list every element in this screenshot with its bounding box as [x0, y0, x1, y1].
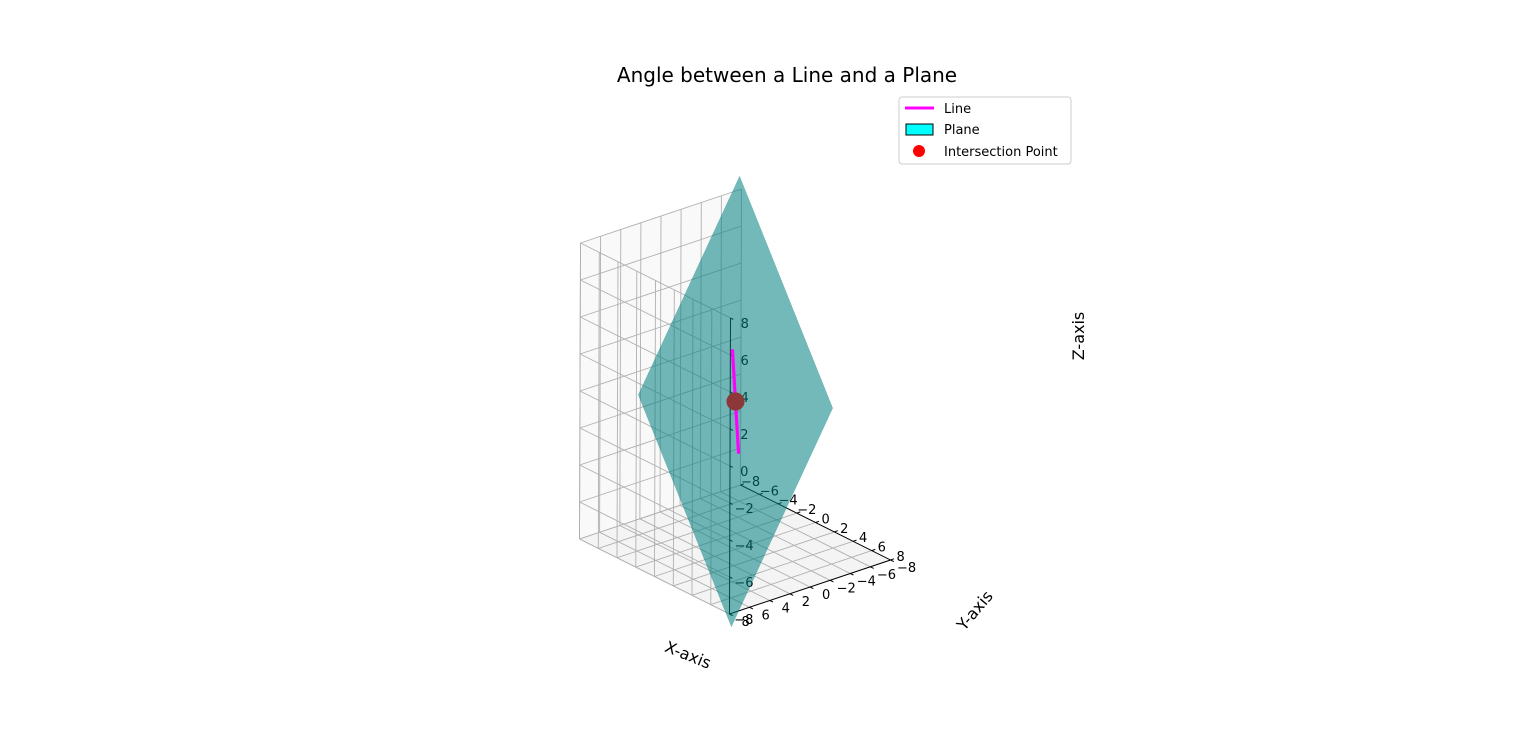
x-tick-label: −2: [797, 503, 816, 518]
y-tick-mark: [789, 593, 794, 596]
x-tick-mark: [852, 539, 857, 542]
y-tick-label: 6: [762, 608, 770, 623]
y-tick-label: −6: [877, 568, 896, 583]
x-tick-label: 8: [896, 550, 904, 565]
y-tick-label: −8: [897, 561, 916, 576]
x-tick-mark: [834, 530, 838, 533]
grid-line-left-y: [579, 242, 581, 540]
x-tick-label: 6: [878, 541, 886, 556]
x-tick-mark: [815, 520, 820, 523]
y-tick-mark: [850, 573, 854, 576]
y-tick-label: 8: [741, 615, 749, 630]
y-tick-mark: [749, 606, 754, 610]
x-tick-mark: [796, 511, 801, 514]
intersection-point-shade: [726, 392, 745, 411]
chart-title: Angle between a Line and a Plane: [617, 63, 957, 87]
legend-frame: [898, 96, 1072, 165]
y-tick-mark: [809, 586, 814, 590]
grid-line-left-y: [619, 229, 622, 526]
legend-label-plane: Plane: [944, 123, 980, 138]
x-tick-mark: [871, 548, 876, 552]
grid-line-left-y: [599, 236, 602, 533]
y-tick-mark: [870, 566, 874, 569]
grid-line-left-y: [639, 222, 642, 519]
y-tick-label: −4: [857, 575, 876, 590]
z-axis-label: Z-axis: [1069, 312, 1088, 361]
legend-label-point: Intersection Point: [944, 145, 1058, 160]
x-tick-label: 2: [840, 522, 848, 537]
x-tick-mark: [890, 558, 895, 561]
y-tick-mark: [769, 600, 774, 603]
y-tick-label: −2: [837, 581, 856, 596]
z-tick-label: −8: [734, 613, 753, 628]
y-tick-label: 0: [822, 588, 830, 603]
legend-point-swatch: [913, 145, 925, 157]
y-axis-label: Y-axis: [952, 587, 997, 635]
y-tick-label: 2: [802, 595, 810, 610]
grid-line-floor-y: [579, 538, 730, 615]
legend-label-line: Line: [944, 102, 971, 117]
x-tick-label: 0: [821, 513, 829, 528]
legend-plane-swatch: [905, 123, 934, 136]
y-tick-mark: [829, 579, 834, 583]
x-axis-label: X-axis: [662, 637, 714, 673]
legend: Line Plane Intersection Point: [898, 96, 1072, 165]
x-tick-label: 4: [859, 531, 867, 546]
plot-area: [638, 175, 833, 628]
grid-line-left-z: [580, 188, 742, 244]
y-tick-label: 4: [782, 602, 790, 617]
